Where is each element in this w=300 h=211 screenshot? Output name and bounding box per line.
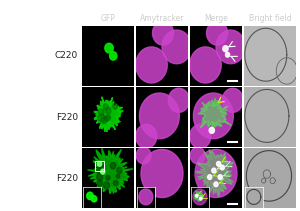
Polygon shape	[101, 169, 105, 174]
Polygon shape	[91, 196, 97, 202]
Polygon shape	[98, 161, 102, 166]
Polygon shape	[98, 114, 105, 122]
Polygon shape	[101, 117, 107, 123]
Text: F220: F220	[56, 113, 78, 122]
Polygon shape	[218, 175, 222, 180]
Polygon shape	[106, 175, 110, 180]
Polygon shape	[110, 162, 116, 169]
Polygon shape	[105, 115, 110, 120]
Polygon shape	[190, 147, 205, 164]
Polygon shape	[194, 93, 233, 139]
Polygon shape	[105, 43, 113, 53]
Polygon shape	[98, 162, 104, 168]
Polygon shape	[116, 174, 120, 178]
Bar	[95, 161, 104, 171]
Polygon shape	[87, 148, 133, 196]
Polygon shape	[222, 88, 243, 112]
Polygon shape	[117, 167, 122, 173]
Polygon shape	[136, 147, 151, 164]
Polygon shape	[223, 46, 228, 52]
Polygon shape	[106, 108, 111, 114]
Polygon shape	[208, 175, 212, 180]
Polygon shape	[141, 149, 183, 197]
Polygon shape	[216, 30, 245, 64]
Polygon shape	[195, 194, 198, 197]
Polygon shape	[110, 52, 117, 60]
Polygon shape	[212, 168, 216, 173]
Polygon shape	[214, 182, 218, 187]
Polygon shape	[112, 103, 117, 109]
Polygon shape	[198, 98, 231, 129]
Polygon shape	[168, 88, 189, 112]
Polygon shape	[136, 47, 167, 83]
Text: Bright field: Bright field	[249, 14, 291, 23]
Polygon shape	[104, 116, 109, 121]
Text: F220: F220	[56, 174, 78, 183]
Polygon shape	[162, 30, 191, 64]
Polygon shape	[195, 149, 237, 197]
Polygon shape	[153, 21, 173, 45]
Polygon shape	[87, 192, 93, 200]
Polygon shape	[97, 173, 103, 181]
Polygon shape	[103, 104, 108, 110]
Polygon shape	[94, 97, 123, 132]
Polygon shape	[200, 197, 202, 200]
Polygon shape	[136, 124, 157, 148]
Polygon shape	[220, 165, 224, 170]
Polygon shape	[97, 180, 103, 186]
Text: Merge: Merge	[204, 14, 228, 23]
Polygon shape	[226, 52, 230, 57]
Polygon shape	[97, 168, 101, 174]
Text: Amytracker: Amytracker	[140, 14, 184, 23]
Polygon shape	[190, 124, 211, 148]
Polygon shape	[103, 182, 109, 189]
Polygon shape	[217, 161, 221, 166]
Polygon shape	[190, 47, 221, 83]
Polygon shape	[193, 189, 207, 205]
Polygon shape	[207, 21, 227, 45]
Text: C220: C220	[55, 51, 78, 60]
Polygon shape	[140, 93, 179, 139]
Text: GFP: GFP	[100, 14, 116, 23]
Polygon shape	[113, 180, 118, 186]
Polygon shape	[194, 191, 204, 201]
Polygon shape	[196, 149, 234, 196]
Polygon shape	[139, 189, 153, 205]
Polygon shape	[209, 127, 214, 133]
Polygon shape	[98, 109, 104, 116]
